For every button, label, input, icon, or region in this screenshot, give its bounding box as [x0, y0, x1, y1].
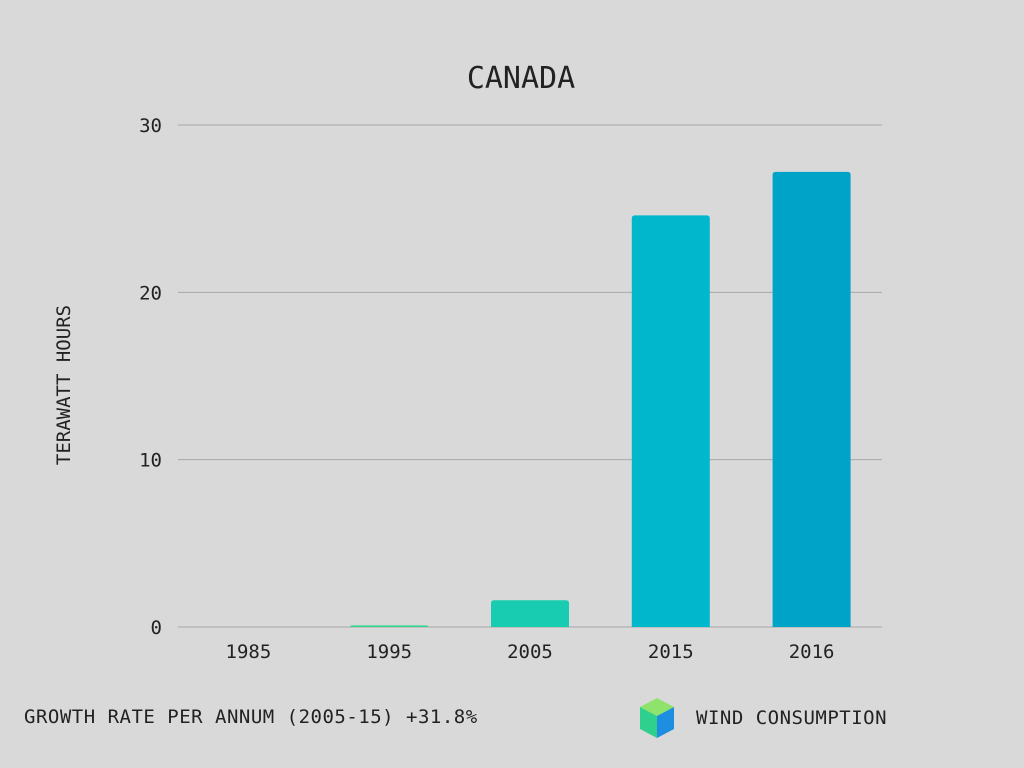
x-tick-label: 2015 [648, 641, 694, 663]
y-tick-label: 10 [139, 450, 162, 472]
y-axis-label: TERAWATT HOURS [53, 305, 75, 465]
cube-icon [640, 698, 674, 738]
growth-rate-text: GROWTH RATE PER ANNUM (2005-15) +31.8% [24, 706, 478, 728]
legend-label: WIND CONSUMPTION [696, 707, 888, 729]
y-tick-label: 0 [151, 617, 162, 639]
x-tick-label: 1985 [226, 641, 272, 663]
legend: WIND CONSUMPTION [638, 696, 887, 740]
x-tick-label: 2005 [507, 641, 553, 663]
bar-2016 [772, 171, 851, 627]
x-tick-label: 2016 [789, 641, 835, 663]
bar-chart: CANADA TERAWATT HOURS 0 10 20 30 1985 1995 200… [53, 61, 882, 663]
bar-2015 [631, 215, 710, 628]
y-tick-label: 30 [139, 115, 162, 137]
bar-1995 [350, 625, 429, 627]
y-tick-label: 20 [139, 282, 162, 304]
bar-2005 [491, 600, 569, 627]
chart-title: CANADA [467, 61, 575, 96]
x-tick-label: 1995 [366, 641, 412, 663]
